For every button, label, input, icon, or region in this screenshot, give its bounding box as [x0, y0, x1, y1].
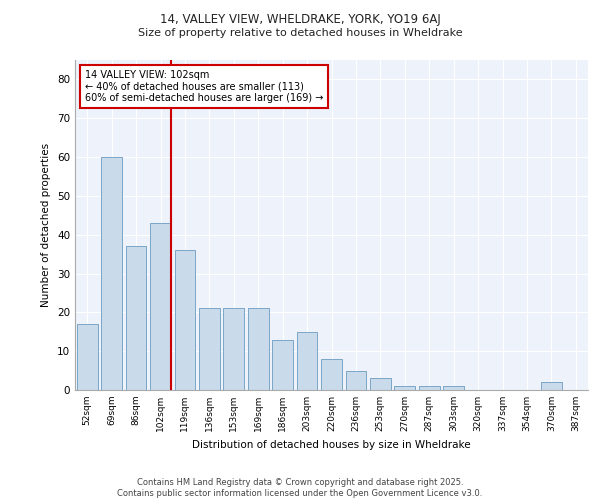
Y-axis label: Number of detached properties: Number of detached properties	[41, 143, 52, 307]
Bar	[272, 340, 293, 390]
Bar	[248, 308, 269, 390]
Bar	[125, 246, 146, 390]
Bar	[150, 223, 171, 390]
Bar	[541, 382, 562, 390]
Bar	[77, 324, 98, 390]
Bar	[321, 359, 342, 390]
Text: Size of property relative to detached houses in Wheldrake: Size of property relative to detached ho…	[137, 28, 463, 38]
Bar	[101, 157, 122, 390]
Bar	[419, 386, 440, 390]
Bar	[199, 308, 220, 390]
Bar	[296, 332, 317, 390]
Bar	[394, 386, 415, 390]
Bar	[175, 250, 196, 390]
Bar	[346, 370, 367, 390]
Text: 14 VALLEY VIEW: 102sqm
← 40% of detached houses are smaller (113)
60% of semi-de: 14 VALLEY VIEW: 102sqm ← 40% of detached…	[85, 70, 323, 103]
Bar	[443, 386, 464, 390]
Text: 14, VALLEY VIEW, WHELDRAKE, YORK, YO19 6AJ: 14, VALLEY VIEW, WHELDRAKE, YORK, YO19 6…	[160, 12, 440, 26]
Text: Contains HM Land Registry data © Crown copyright and database right 2025.
Contai: Contains HM Land Registry data © Crown c…	[118, 478, 482, 498]
Bar	[223, 308, 244, 390]
X-axis label: Distribution of detached houses by size in Wheldrake: Distribution of detached houses by size …	[192, 440, 471, 450]
Bar	[370, 378, 391, 390]
